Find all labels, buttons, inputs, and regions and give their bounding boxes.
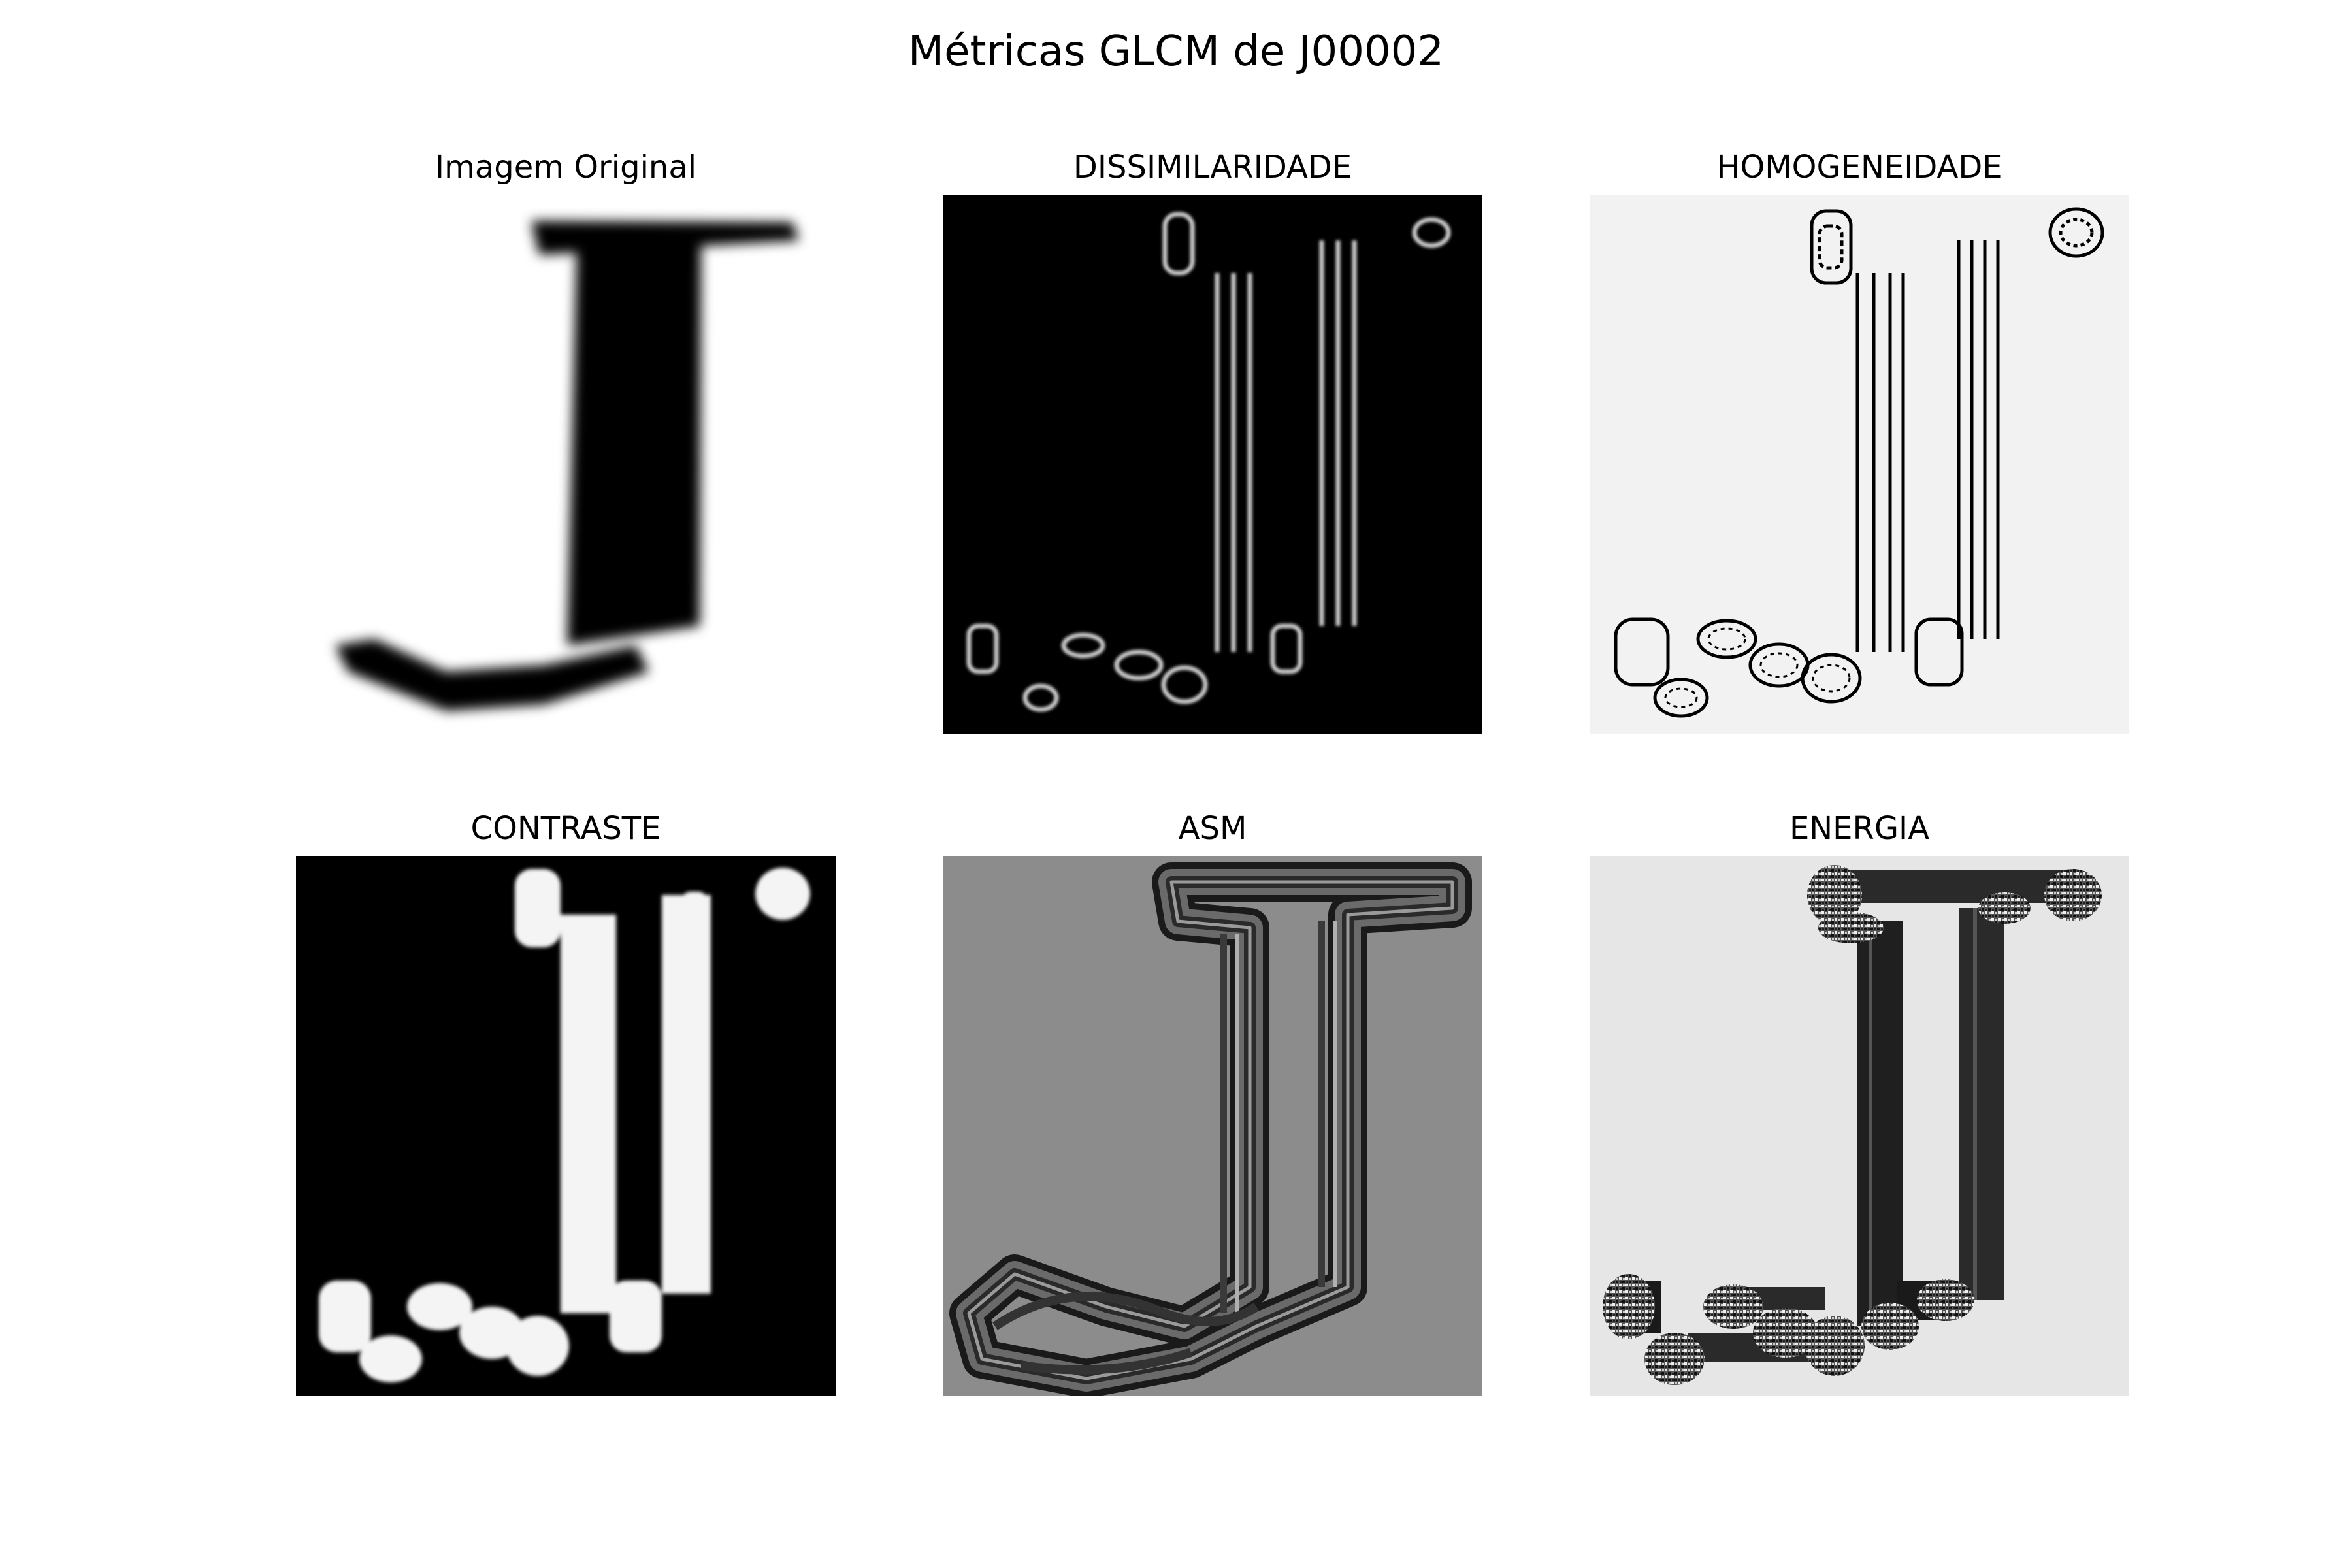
figure-title: Métricas GLCM de J00002 <box>907 27 1445 76</box>
asm-map <box>943 856 1482 1396</box>
homogeneity-map <box>1590 195 2129 734</box>
dissimilarity-map <box>943 195 1482 734</box>
energy-map <box>1590 856 2129 1396</box>
panel-homogeneity: HOMOGENEIDADE <box>1590 149 2129 737</box>
contrast-heatmap <box>296 856 836 1396</box>
original-image-view <box>296 195 836 734</box>
asm-heatmap <box>943 856 1482 1396</box>
panel-dissimilarity: DISSIMILARIDADE <box>943 149 1482 737</box>
contrast-map <box>296 856 836 1396</box>
panel-title-contrast: CONTRASTE <box>470 810 661 847</box>
energy-heatmap <box>1590 856 2129 1396</box>
panel-energy: ENERGIA <box>1590 810 2129 1398</box>
panel-asm: ASM <box>943 810 1482 1398</box>
homogeneity-heatmap <box>1590 195 2129 734</box>
panel-title-homogeneity: HOMOGENEIDADE <box>1716 149 2002 186</box>
panel-contrast: CONTRASTE <box>296 810 836 1398</box>
panel-title-energy: ENERGIA <box>1789 810 1930 847</box>
panel-original-image: Imagem Original <box>296 149 836 737</box>
panel-title-dissimilarity: DISSIMILARIDADE <box>1073 149 1352 186</box>
original-letter-j-image <box>296 195 836 734</box>
panel-title-original: Imagem Original <box>434 149 697 186</box>
panel-title-asm: ASM <box>1178 810 1247 847</box>
dissimilarity-heatmap <box>943 195 1482 734</box>
